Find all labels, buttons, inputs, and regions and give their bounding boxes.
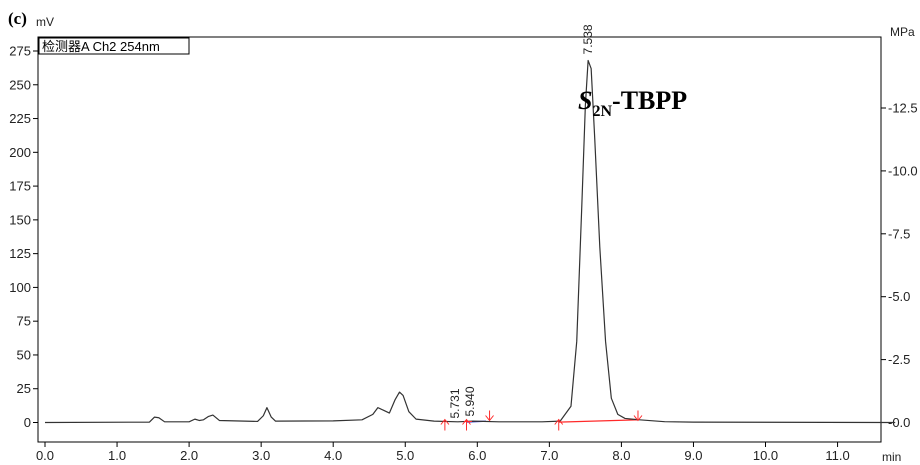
y-left-tick-label: 250 (9, 77, 31, 92)
y-left-unit: mV (36, 15, 54, 29)
y-left-tick-label: 0 (24, 415, 31, 430)
y-left-tick-label: 75 (17, 314, 31, 329)
x-axis-unit: min (882, 450, 901, 464)
peak-start-marker (440, 418, 450, 431)
peak-time-label: 7.538 (581, 24, 595, 54)
detector-label: 检测器A Ch2 254nm (42, 39, 160, 54)
y-left-tick-label: 50 (17, 347, 31, 362)
peak-start-marker (554, 418, 564, 431)
axes-ticks: 0.0 1.0 2.0 3.0 4.0 5.0 6.0 7.0 8.0 9.0 10.0 11.0 0 2… (9, 44, 917, 464)
y-left-tick-label: 275 (9, 44, 31, 59)
y-left-tick-label: 200 (9, 145, 31, 160)
y-right-tick-label: -5.0 (888, 289, 910, 304)
y-right-tick-label: -10.0 (888, 163, 918, 178)
integration-baseline (558, 419, 639, 423)
x-tick-label: 0.0 (36, 448, 54, 463)
y-right-tick-label: -0.0 (888, 415, 910, 430)
y-right-tick-label: -2.5 (888, 352, 910, 367)
y-left-tick-label: 225 (9, 111, 31, 126)
y-right-tick-label: -7.5 (888, 226, 910, 241)
peak-start-marker-head (440, 418, 450, 425)
x-tick-label: 11.0 (825, 448, 849, 463)
x-tick-label: 5.0 (396, 448, 414, 463)
x-tick-label: 8.0 (612, 448, 630, 463)
y-left-tick-label: 25 (17, 381, 31, 396)
y-left-tick-label: 125 (9, 246, 31, 261)
y-left-tick-label: 100 (9, 280, 31, 295)
x-tick-label: 3.0 (252, 448, 270, 463)
peak-end-marker-head (633, 415, 643, 422)
y-left-tick-label: 150 (9, 212, 31, 227)
chromatogram-trace (44, 59, 896, 424)
peak-end-marker-head (485, 415, 494, 422)
x-tick-label: 7.0 (540, 448, 558, 463)
x-tick-label: 10.0 (753, 448, 778, 463)
peak-time-label: 5.940 (463, 386, 477, 416)
y-left-tick-label: 175 (9, 179, 31, 194)
y-right-unit: MPa (890, 25, 915, 39)
x-tick-label: 2.0 (180, 448, 198, 463)
y-right-tick-label: -12.5 (888, 101, 918, 116)
detector-label-box (38, 37, 190, 55)
compound-label: S2N-TBPP (578, 86, 687, 120)
peak-time-label: 5.731 (448, 388, 462, 418)
peak-start-marker-head (554, 418, 564, 425)
x-tick-label: 9.0 (684, 448, 702, 463)
plot-layer: 7.538 5.731 5.940 (44, 24, 896, 431)
plot-frame (37, 36, 882, 443)
x-tick-label: 1.0 (108, 448, 126, 463)
peak-end-marker (633, 410, 643, 422)
peak-end-marker (485, 410, 494, 422)
x-tick-label: 6.0 (468, 448, 486, 463)
x-tick-label: 4.0 (324, 448, 342, 463)
panel-label: (c) (8, 9, 27, 28)
peak-start-marker-head (462, 418, 471, 425)
